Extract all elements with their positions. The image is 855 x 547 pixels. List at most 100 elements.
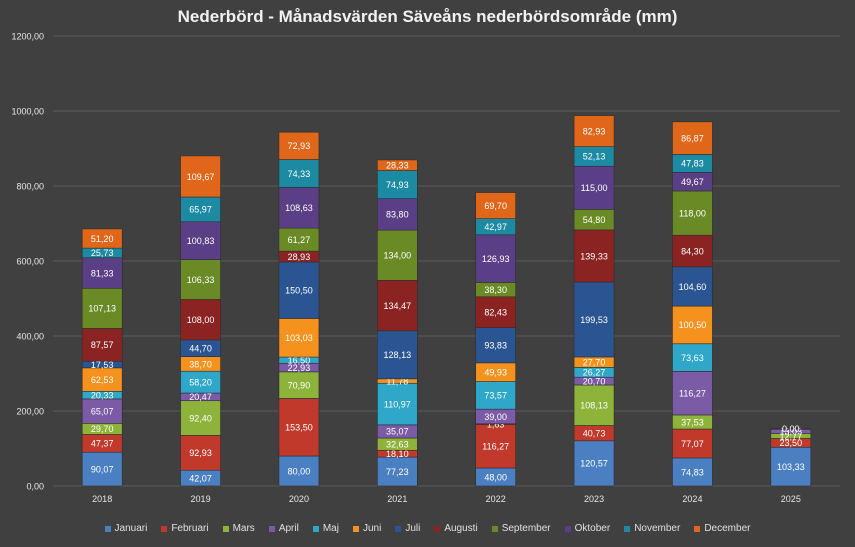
bar-segment — [180, 469, 221, 487]
data-label: 23,50 — [780, 438, 803, 448]
bar-segment — [672, 305, 713, 345]
bar-segment — [377, 170, 418, 199]
bar-segment — [377, 198, 418, 231]
bar-segment — [672, 414, 713, 430]
bar-segment — [377, 330, 418, 380]
bar-segment — [377, 159, 418, 171]
bar-segment — [573, 165, 615, 210]
bar-segment — [475, 327, 516, 364]
bar-segment — [81, 247, 123, 259]
y-tick-label: 800,00 — [16, 182, 44, 192]
bar-segment — [672, 371, 713, 416]
data-label: 38,30 — [484, 285, 507, 295]
bar-segment — [81, 360, 123, 369]
data-label: 134,47 — [384, 301, 412, 311]
data-label: 1,63 — [487, 419, 505, 429]
bar-segment — [180, 356, 221, 372]
bar-segment — [278, 131, 320, 160]
bar-segment — [475, 282, 516, 298]
x-tick-label: 2022 — [486, 494, 506, 504]
bar-segment — [672, 457, 713, 487]
legend-label: April — [278, 523, 299, 534]
legend-label: November — [634, 523, 681, 534]
bar-segment — [672, 172, 713, 192]
data-label: 83,80 — [386, 210, 409, 220]
bar-segment — [278, 455, 320, 487]
bar-segment — [573, 115, 615, 147]
data-label: 39,00 — [484, 412, 507, 422]
legend-swatch — [395, 525, 402, 532]
data-label: 58,20 — [189, 377, 212, 387]
data-label: 84,30 — [681, 246, 704, 256]
data-label: 47,83 — [681, 159, 704, 169]
x-tick-label: 2024 — [682, 494, 702, 504]
data-label: 199,53 — [580, 315, 608, 325]
bar-segment — [278, 261, 320, 319]
legend-item: Januari — [104, 523, 148, 534]
bar-segment — [672, 234, 713, 268]
bar-segment — [377, 378, 418, 384]
data-label: 26,27 — [583, 368, 606, 378]
bar-segment — [672, 428, 713, 459]
bar-segment — [573, 376, 615, 386]
data-label: 62,53 — [91, 375, 114, 385]
bar-segment — [81, 451, 123, 487]
bar-segment — [475, 192, 516, 219]
bar-segment — [180, 435, 221, 471]
legend-swatch — [694, 525, 701, 532]
bar-segment — [475, 424, 516, 469]
bar-segment — [573, 440, 615, 487]
bar-segment — [377, 382, 418, 426]
legend-item: Mars — [222, 523, 255, 534]
bar-segment — [770, 428, 812, 434]
legend-label: Augusti — [444, 523, 478, 534]
data-label: 0,00 — [782, 424, 800, 434]
bar-segment — [180, 339, 221, 358]
legend-item: Juni — [352, 523, 382, 534]
legend-item: December — [694, 523, 750, 534]
bar-segment — [672, 190, 713, 236]
bar-segment — [475, 296, 516, 328]
data-label: 42,97 — [484, 222, 507, 232]
legend-label: Januari — [114, 523, 148, 534]
bar-segment — [278, 356, 320, 364]
data-label: 93,83 — [484, 341, 507, 351]
data-label: 92,93 — [189, 448, 212, 458]
data-label: 28,93 — [288, 252, 311, 262]
y-tick-label: 1200,00 — [11, 32, 44, 42]
data-label: 126,93 — [482, 254, 510, 264]
data-label: 40,73 — [583, 428, 606, 438]
data-label: 65,97 — [189, 205, 212, 215]
data-label: 86,87 — [681, 133, 704, 143]
data-label: 120,57 — [580, 459, 608, 469]
data-label: 74,93 — [386, 180, 409, 190]
legend-item: Maj — [312, 523, 339, 534]
legend-swatch — [312, 525, 319, 532]
data-label: 20,47 — [189, 392, 212, 402]
bar-segment — [770, 438, 812, 448]
x-tick-label: 2021 — [387, 494, 407, 504]
legend-swatch — [222, 525, 229, 532]
legend-swatch — [564, 525, 571, 532]
data-label: 106,33 — [187, 275, 215, 285]
legend-swatch — [624, 525, 631, 532]
x-tick-label: 2018 — [92, 494, 112, 504]
data-label: 54,80 — [583, 215, 606, 225]
y-tick-label: 200,00 — [16, 407, 44, 417]
data-label: 48,00 — [484, 472, 507, 482]
data-label: 74,83 — [681, 467, 704, 477]
bar-segment — [81, 434, 123, 453]
bar-segment — [278, 398, 320, 457]
legend-label: Februari — [171, 523, 209, 534]
legend-label: Juni — [362, 523, 382, 534]
data-label: 16,50 — [288, 355, 311, 365]
data-label: 22,93 — [288, 363, 311, 373]
bar-segment — [672, 343, 713, 372]
bar-segment — [573, 146, 615, 167]
data-label: 139,33 — [580, 251, 608, 261]
data-label: 13,03 — [780, 427, 803, 437]
bar-segment — [475, 362, 516, 382]
bar-segment — [475, 408, 516, 425]
data-label: 103,03 — [285, 333, 313, 343]
